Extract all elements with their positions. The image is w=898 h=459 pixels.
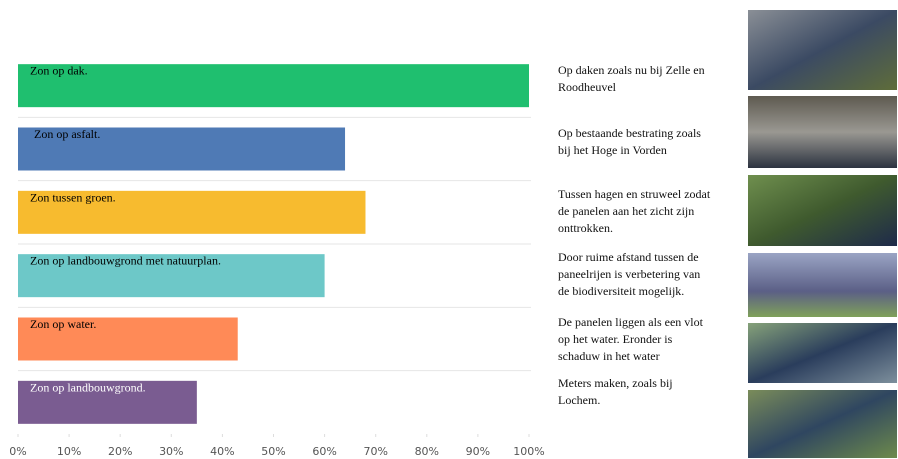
- photo: [748, 96, 897, 168]
- bar-label: Zon op landbouwgrond.: [30, 380, 146, 394]
- description-line: Op daken zoals nu bij Zelle en: [558, 63, 705, 77]
- description: Tussen hagen en struweel zodat de panelen…: [558, 187, 711, 235]
- description-line: Roodheuvel: [558, 80, 617, 94]
- description-line: Tussen hagen en struweel zodat: [558, 187, 711, 201]
- description-line: De panelen liggen als een vlot: [558, 315, 704, 329]
- description-line: Door ruime afstand tussen de: [558, 250, 699, 264]
- x-tick-label: 30%: [159, 445, 183, 458]
- x-tick-label: 60%: [312, 445, 336, 458]
- photo: [748, 253, 897, 317]
- description-line: bij het Hoge in Vorden: [558, 143, 667, 157]
- bar-label: Zon op landbouwgrond met natuurplan.: [30, 254, 221, 268]
- description-line: de panelen aan het zicht zijn: [558, 204, 694, 218]
- x-tick-label: 10%: [57, 445, 81, 458]
- description: Op daken zoals nu bij Zelle en Roodheuvel: [558, 63, 705, 94]
- bar-label: Zon op water.: [30, 317, 96, 331]
- description-line: onttrokken.: [558, 221, 613, 235]
- description-line: schaduw in het water: [558, 349, 660, 363]
- bar: [18, 64, 529, 107]
- description-line: Lochem.: [558, 393, 600, 407]
- photo: [748, 10, 897, 90]
- chart: 0% 10% 20% 30% 40% 50% 60% 70% 80% 90% 100% Zon op …: [0, 0, 898, 459]
- photo: [748, 175, 897, 246]
- bar-label: Zon op asfalt.: [34, 127, 100, 141]
- x-tick-label: 70%: [363, 445, 387, 458]
- x-tick-label: 40%: [210, 445, 234, 458]
- x-tick-label: 90%: [466, 445, 490, 458]
- description-line: paneelrijen is verbetering van: [558, 267, 700, 281]
- x-tick-label: 50%: [261, 445, 285, 458]
- description: De panelen liggen als een vlot op het wat…: [558, 315, 704, 363]
- description: Door ruime afstand tussen de paneelrijen …: [558, 250, 700, 298]
- description: Meters maken, zoals bij Lochem.: [558, 376, 673, 407]
- photo: [748, 323, 897, 383]
- x-tick-label: 20%: [108, 445, 132, 458]
- x-tick-label: 80%: [415, 445, 439, 458]
- description-line: Op bestaande bestrating zoals: [558, 126, 701, 140]
- photo: [748, 390, 897, 458]
- description-line: op het water. Eronder is: [558, 332, 673, 346]
- x-tick-label: 0%: [9, 445, 26, 458]
- description-line: de biodiversiteit mogelijk.: [558, 284, 684, 298]
- bar-label: Zon op dak.: [30, 64, 88, 78]
- bar-label: Zon tussen groen.: [30, 190, 116, 204]
- x-tick-label: 100%: [513, 445, 544, 458]
- description: Op bestaande bestrating zoals bij het Hog…: [558, 126, 701, 157]
- description-line: Meters maken, zoals bij: [558, 376, 673, 390]
- photos: [748, 10, 897, 458]
